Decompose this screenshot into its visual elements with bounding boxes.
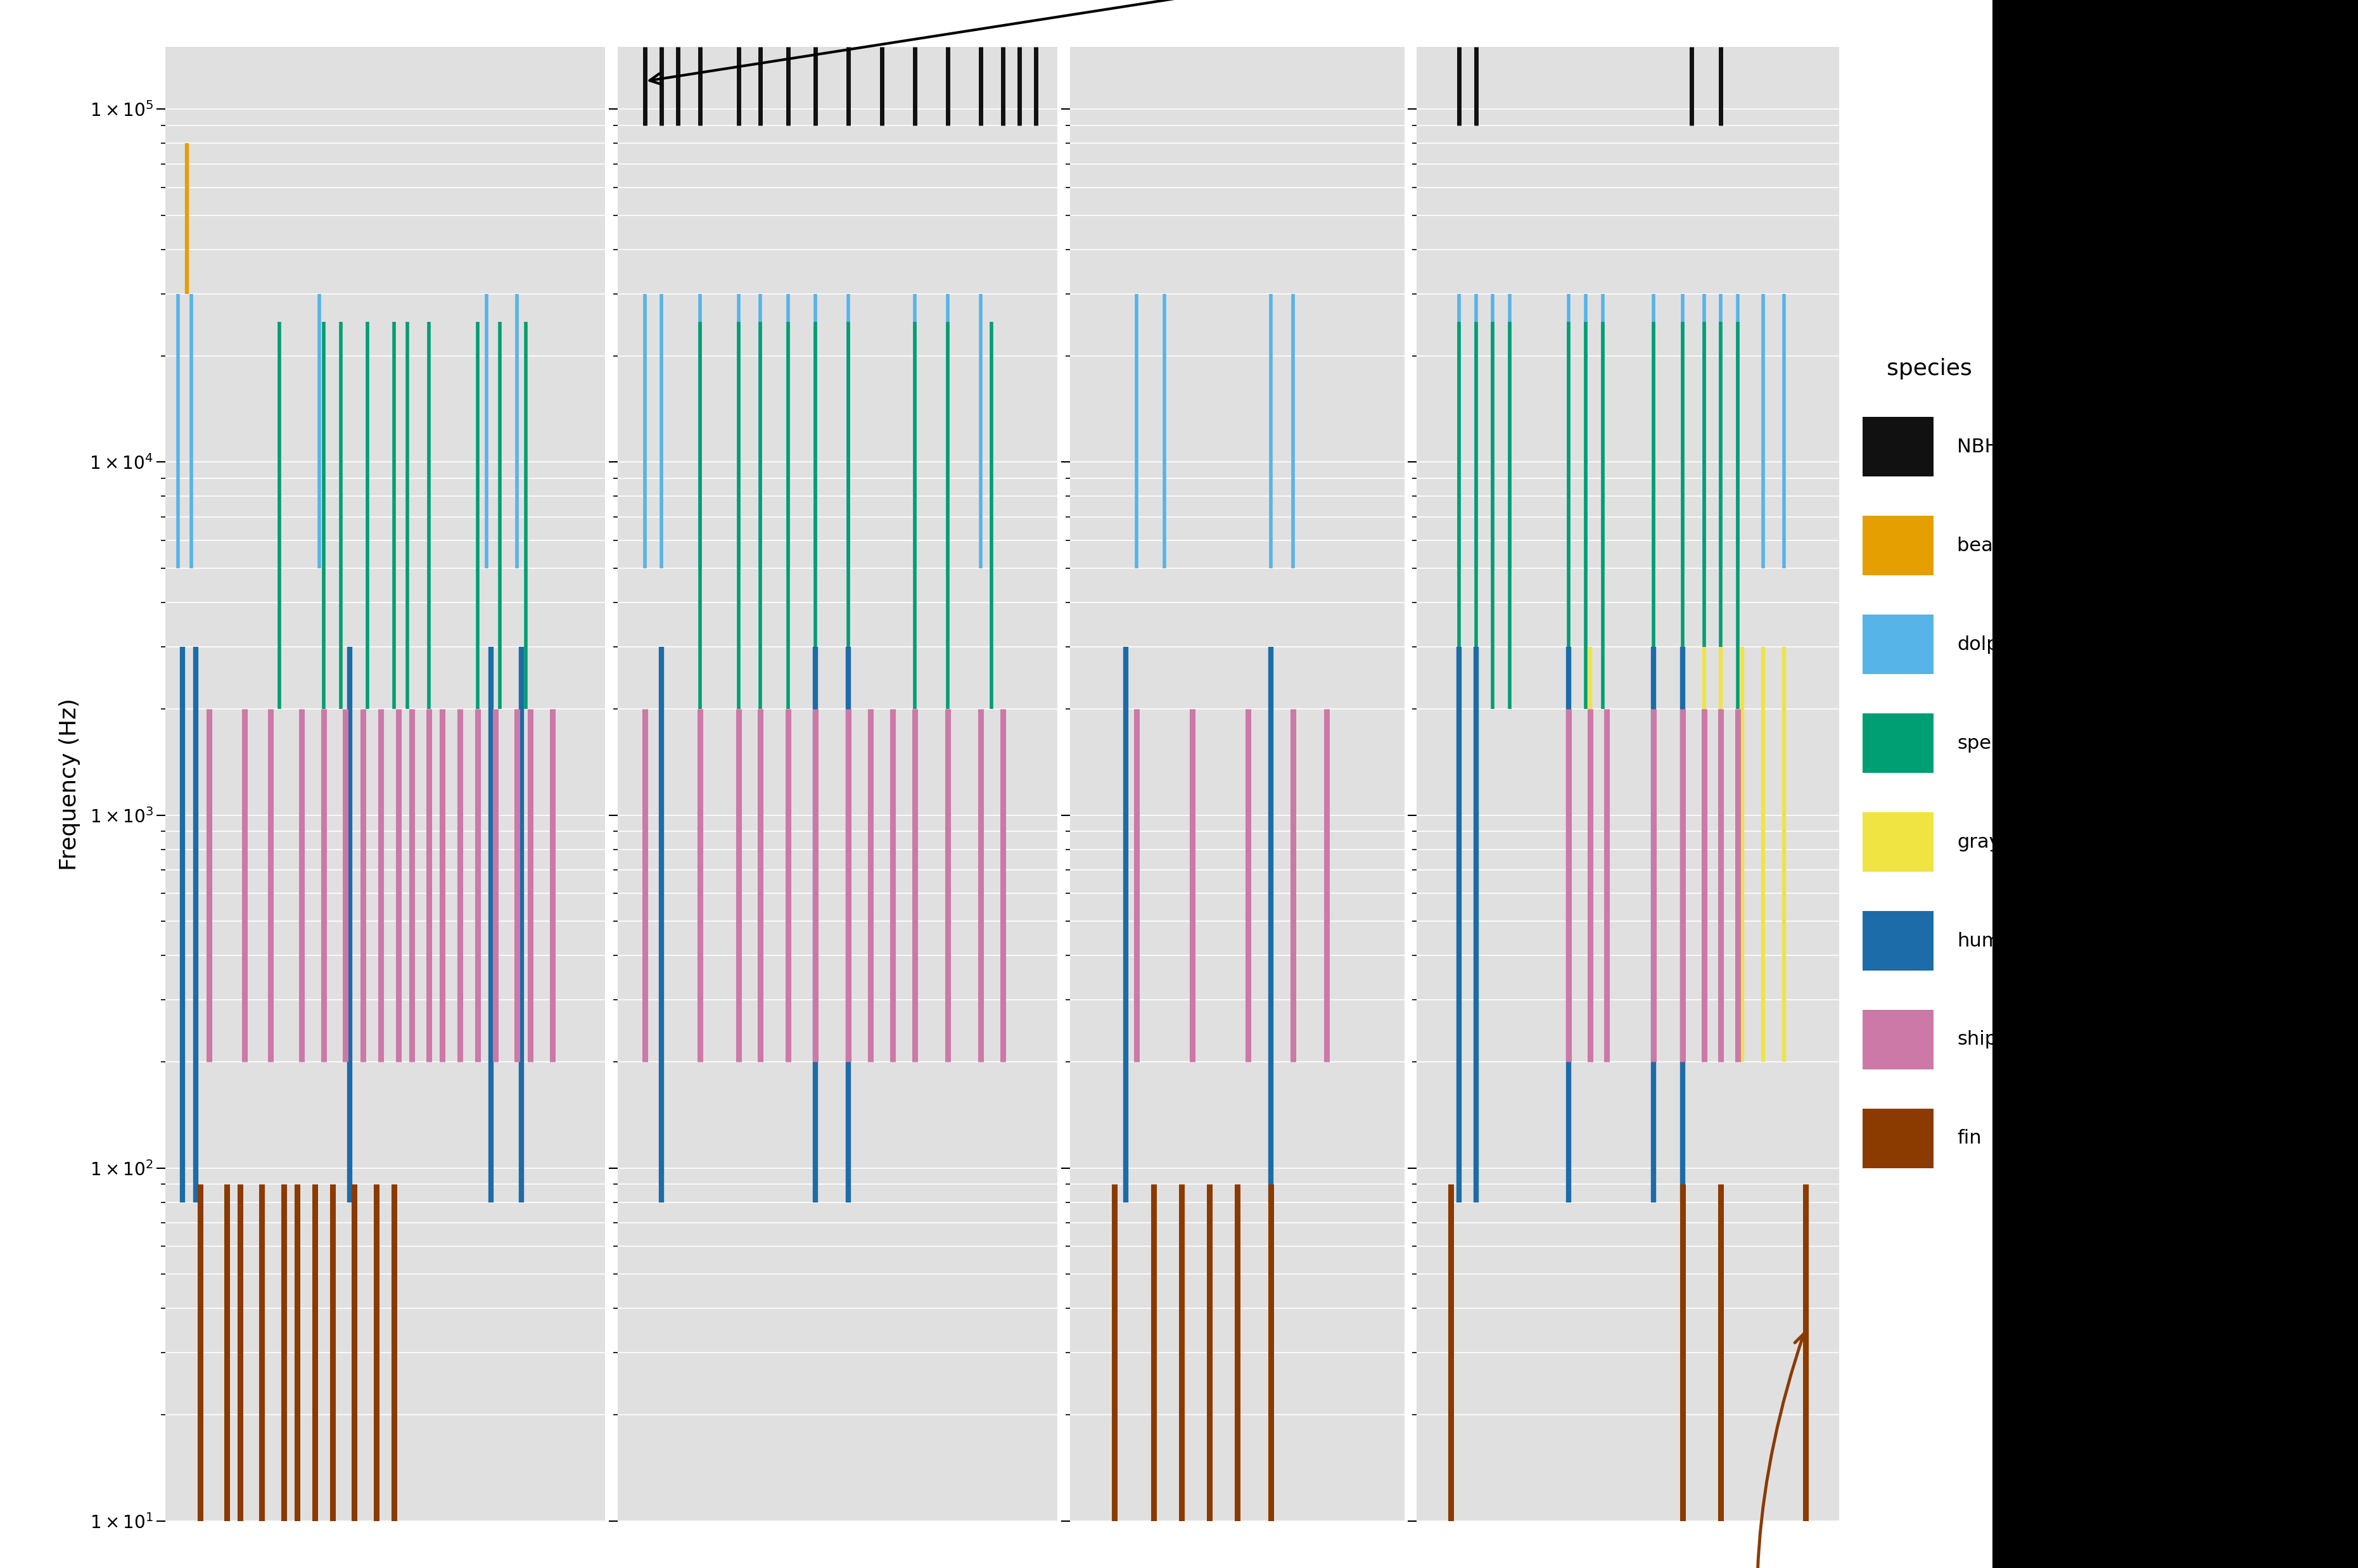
Text: dolphin: dolphin [1957,635,2028,654]
Text: species: species [1886,358,1971,379]
Text: humpback: humpback [1957,931,2059,950]
Text: fin: fin [1957,1129,1981,1148]
Text: beaked whale: beaked whale [1957,536,2092,555]
Y-axis label: Frequency (Hz): Frequency (Hz) [59,698,80,870]
Text: ship: ship [1957,1030,1997,1049]
Text: NBHF: NBHF [1957,437,2011,456]
Text: gray: gray [1957,833,2000,851]
Text: sperm: sperm [1957,734,2018,753]
